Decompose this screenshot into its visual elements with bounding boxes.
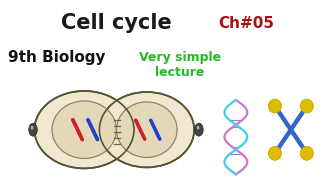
Text: 9th Biology: 9th Biology — [8, 50, 106, 65]
Text: Very simple
lecture: Very simple lecture — [139, 51, 221, 79]
Ellipse shape — [35, 91, 134, 168]
Ellipse shape — [29, 123, 37, 136]
Ellipse shape — [116, 102, 177, 158]
Text: Ch#05: Ch#05 — [219, 15, 275, 31]
Ellipse shape — [100, 92, 194, 167]
Ellipse shape — [52, 101, 116, 158]
Ellipse shape — [195, 123, 203, 136]
Ellipse shape — [268, 99, 282, 113]
Ellipse shape — [300, 146, 313, 160]
Ellipse shape — [300, 99, 313, 113]
FancyBboxPatch shape — [111, 100, 125, 159]
Ellipse shape — [196, 126, 199, 130]
Ellipse shape — [268, 146, 282, 160]
Ellipse shape — [31, 126, 34, 130]
Text: Cell cycle: Cell cycle — [61, 13, 172, 33]
